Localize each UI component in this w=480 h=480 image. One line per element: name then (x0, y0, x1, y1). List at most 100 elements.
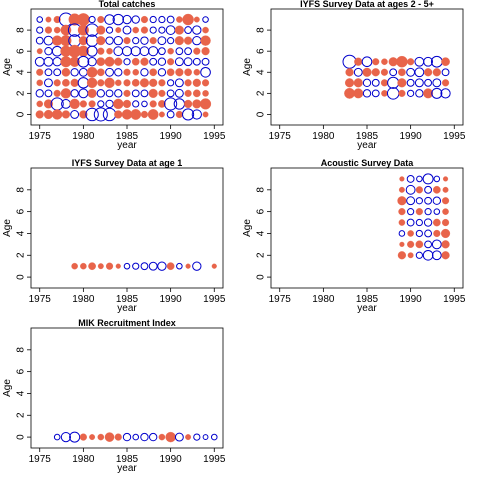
panel-title: IYFS Survey Data at ages 2 - 5+ (300, 0, 434, 9)
positive-residual-bubble (79, 433, 87, 441)
negative-residual-bubble (122, 432, 132, 442)
negative-residual-bubble (70, 89, 79, 98)
positive-residual-bubble (167, 47, 174, 55)
positive-residual-bubble (53, 79, 61, 87)
negative-residual-bubble (386, 87, 400, 100)
positive-residual-bubble (200, 98, 212, 110)
negative-residual-bubble (132, 262, 140, 270)
positive-residual-bubble (78, 36, 88, 46)
positive-residual-bubble (174, 36, 184, 46)
y-tick-label: 0 (256, 111, 267, 117)
positive-residual-bubble (79, 110, 88, 119)
positive-residual-bubble (61, 67, 71, 77)
negative-residual-bubble (114, 89, 123, 98)
positive-residual-bubble (166, 68, 175, 77)
negative-residual-bubble (165, 25, 176, 35)
negative-residual-bubble (70, 68, 79, 77)
positive-residual-bubble (398, 219, 406, 226)
negative-residual-bubble (44, 47, 53, 56)
negative-residual-bubble (44, 68, 53, 77)
negative-residual-bubble (35, 36, 44, 45)
negative-residual-bubble (121, 46, 133, 57)
plot-frame (30, 327, 224, 449)
negative-residual-bubble (53, 433, 61, 441)
positive-residual-bubble (176, 16, 183, 23)
positive-residual-bubble (36, 79, 43, 87)
negative-residual-bubble (202, 16, 209, 23)
negative-residual-bubble (201, 57, 210, 66)
positive-residual-bubble (80, 262, 87, 270)
negative-residual-bubble (140, 262, 149, 271)
y-tick-label: 8 (16, 347, 27, 353)
negative-residual-bubble (424, 208, 432, 216)
positive-residual-bubble (131, 78, 140, 87)
positive-residual-bubble (36, 100, 43, 108)
positive-residual-bubble (381, 90, 388, 97)
negative-residual-bubble (389, 68, 398, 77)
negative-residual-bubble (166, 15, 175, 24)
negative-residual-bubble (342, 54, 357, 69)
negative-residual-bubble (36, 16, 44, 23)
negative-residual-bubble (406, 218, 415, 227)
positive-residual-bubble (398, 208, 406, 216)
positive-residual-bubble (52, 109, 63, 120)
x-axis-label: year (357, 140, 377, 151)
positive-residual-bubble (158, 79, 166, 87)
positive-residual-bubble (442, 186, 449, 193)
positive-residual-bubble (380, 68, 389, 76)
negative-residual-bubble (407, 208, 415, 216)
positive-residual-bubble (192, 89, 201, 98)
positive-residual-bubble (441, 57, 450, 67)
positive-residual-bubble (69, 56, 80, 67)
positive-residual-bubble (97, 79, 105, 87)
negative-residual-bubble (157, 36, 167, 46)
positive-residual-bubble (79, 100, 87, 108)
positive-residual-bubble (201, 79, 210, 87)
positive-residual-bubble (115, 263, 121, 269)
panel-1: Total catches 1975 1980 1985 1990 1995 0 2 4 6 8 ye… (2, 0, 226, 151)
negative-residual-bubble (174, 57, 184, 67)
positive-residual-bubble (140, 26, 149, 34)
negative-residual-bubble (440, 88, 451, 99)
negative-residual-bubble (432, 196, 441, 205)
negative-residual-bubble (406, 67, 416, 77)
negative-residual-bubble (362, 89, 372, 98)
x-tick-label: 1995 (443, 131, 466, 142)
panel-2: IYFS Survey Data at ages 2 - 5+ 1975 1980 1… (242, 0, 466, 151)
x-tick-label: 1990 (160, 294, 183, 305)
positive-residual-bubble (62, 78, 70, 87)
x-tick-label: 1995 (203, 294, 226, 305)
positive-residual-bubble (166, 262, 175, 271)
negative-residual-bubble (140, 36, 149, 45)
negative-residual-bubble (164, 97, 178, 111)
negative-residual-bubble (184, 47, 193, 56)
y-tick-label: 8 (256, 27, 267, 33)
positive-residual-bubble (140, 110, 149, 119)
negative-residual-bubble (44, 89, 53, 98)
positive-residual-bubble (132, 69, 139, 76)
negative-residual-bubble (431, 87, 443, 99)
negative-residual-bubble (371, 89, 380, 98)
positive-residual-bubble (97, 433, 105, 441)
x-axis-label: year (117, 303, 137, 314)
x-tick-label: 1995 (203, 131, 226, 142)
negative-residual-bubble (166, 110, 175, 119)
positive-residual-bubble (114, 110, 123, 119)
negative-residual-bubble (415, 229, 423, 238)
positive-residual-bubble (174, 25, 184, 35)
positive-residual-bubble (441, 240, 450, 249)
positive-residual-bubble (202, 111, 209, 118)
positive-residual-bubble (97, 47, 105, 55)
x-tick-label: 1975 (29, 131, 52, 142)
positive-residual-bubble (53, 89, 61, 97)
panel-4: Acoustic Survey Data 1975 1980 1985 1990 1995… (242, 158, 466, 314)
x-tick-label: 1990 (400, 294, 423, 305)
negative-residual-bubble (167, 37, 175, 45)
negative-residual-bubble (432, 78, 442, 88)
negative-residual-bubble (407, 89, 415, 97)
positive-residual-bubble (398, 68, 406, 77)
x-tick-label: 1980 (72, 131, 95, 142)
negative-residual-bubble (60, 431, 72, 443)
positive-residual-bubble (69, 98, 80, 110)
